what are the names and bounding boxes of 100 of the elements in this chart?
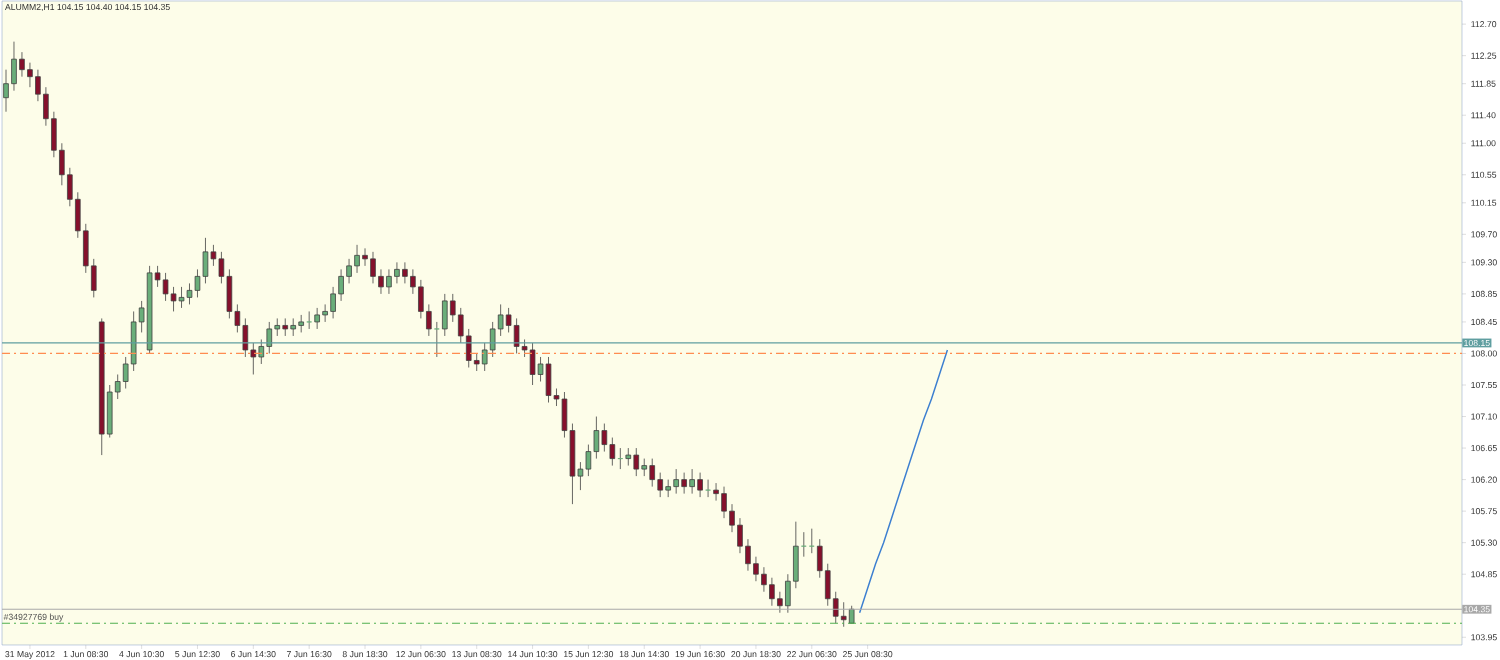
candlestick — [713, 482, 719, 502]
candlestick — [138, 300, 145, 333]
x-tick-label: 1 Jun 08:30 — [63, 651, 109, 658]
y-tick-label: 108.85 — [1471, 290, 1497, 297]
candlestick — [832, 591, 839, 624]
y-tick-label: 107.55 — [1471, 381, 1497, 389]
x-tick-label: 8 Jun 18:30 — [342, 651, 388, 658]
candlestick — [426, 304, 432, 337]
candlestick — [729, 503, 735, 533]
x-tick-label: 31 May 2012 — [5, 651, 55, 659]
ref-line-label: 108.15 — [1464, 339, 1490, 347]
chart-title: ALUMM2,H1 104.15 104.40 104.15 104.35 — [4, 3, 170, 12]
candlestick — [394, 261, 400, 284]
y-tick-label: 108.45 — [1471, 318, 1497, 325]
candlestick — [457, 307, 464, 344]
candlestick — [505, 307, 512, 333]
candlestick — [777, 591, 783, 614]
candlestick — [258, 339, 265, 365]
y-tick-label: 111.85 — [1471, 80, 1496, 87]
candlestick — [306, 311, 312, 330]
candlestick — [19, 51, 25, 78]
x-tick-label: 15 Jun 12:30 — [564, 651, 614, 658]
y-tick-label: 106.65 — [1471, 445, 1497, 452]
candlestick — [35, 69, 41, 102]
candlestick — [745, 538, 751, 572]
x-tick-label: 20 Jun 18:30 — [731, 651, 781, 658]
candlestick — [769, 577, 775, 607]
x-tick-label: 18 Jun 14:30 — [619, 651, 669, 658]
candlestick — [601, 423, 608, 452]
candlestick — [705, 479, 711, 498]
candlestick — [218, 251, 225, 284]
y-tick-label: 110.55 — [1471, 171, 1497, 178]
candlestick — [681, 472, 687, 495]
candlestick — [625, 447, 632, 466]
candlestick — [154, 265, 161, 288]
x-tick-label: 7 Jun 16:30 — [286, 651, 332, 658]
y-tick-label: 104.85 — [1471, 571, 1497, 578]
candlestick — [840, 601, 847, 628]
x-tick-label: 6 Jun 14:30 — [231, 651, 276, 658]
candlestick — [338, 268, 344, 302]
candlestick — [657, 472, 663, 498]
candlestick — [577, 461, 584, 491]
candlestick — [585, 444, 592, 477]
x-tick-label: 13 Jun 08:30 — [452, 651, 502, 658]
y-tick-label: 106.20 — [1471, 476, 1497, 483]
candlestick — [633, 447, 640, 477]
candlestick — [649, 458, 656, 488]
candlestick — [122, 356, 129, 389]
candlestick — [410, 268, 416, 295]
candlestick — [402, 261, 408, 284]
candlestick — [609, 437, 616, 466]
candlestick — [210, 244, 217, 267]
y-tick-label: 108.00 — [1471, 350, 1497, 357]
candlestick — [234, 304, 241, 333]
y-tick-label: 105.30 — [1471, 539, 1497, 546]
candlestick — [513, 318, 520, 354]
candlestick — [314, 307, 320, 330]
x-tick-label: 25 Jun 08:30 — [843, 651, 893, 658]
candlestick — [697, 472, 703, 498]
x-tick-label: 19 Jun 16:30 — [675, 651, 725, 658]
x-tick-label: 22 Jun 06:30 — [787, 651, 837, 658]
candlestick — [489, 321, 496, 358]
candlestick — [370, 251, 376, 284]
y-tick-label: 111.40 — [1471, 112, 1496, 119]
candlestick — [386, 268, 392, 295]
y-tick-label: 112.70 — [1471, 21, 1497, 28]
candlestick — [282, 318, 289, 337]
ref-line-label: 104.35 — [1464, 606, 1490, 613]
y-tick-label: 111.00 — [1471, 140, 1496, 147]
candlestick — [250, 342, 257, 375]
candlestick — [721, 486, 727, 519]
candlestick — [27, 62, 33, 88]
candlestick — [354, 244, 360, 274]
candlestick — [449, 293, 456, 323]
ref-line-label: #34927769 buy — [3, 613, 64, 622]
candlestick — [497, 304, 504, 337]
x-tick-label: 4 Jun 10:30 — [119, 651, 164, 658]
candlestick — [114, 374, 121, 400]
candlestick — [481, 342, 488, 372]
candlestick — [761, 566, 767, 593]
candlestick — [290, 318, 297, 337]
candlestick — [378, 268, 384, 295]
x-tick-label: 5 Jun 12:30 — [175, 651, 220, 658]
y-tick-label: 107.10 — [1471, 413, 1497, 420]
y-tick-label: 109.30 — [1471, 259, 1497, 266]
candlestick — [434, 321, 440, 358]
candlestick — [162, 272, 169, 302]
y-tick-label: 105.75 — [1471, 508, 1497, 515]
candlestick — [274, 318, 281, 337]
candlestick — [346, 258, 352, 284]
candlestick — [266, 321, 273, 354]
candlestick — [673, 468, 679, 495]
candlestick — [689, 468, 695, 495]
y-tick-label: 103.95 — [1471, 634, 1497, 641]
candlestick — [737, 517, 743, 554]
candlestick — [593, 416, 600, 459]
y-tick-label: 109.70 — [1471, 231, 1497, 238]
y-tick-label: 110.15 — [1471, 199, 1497, 206]
y-tick-label: 112.25 — [1471, 52, 1497, 59]
candlestick — [322, 304, 328, 323]
